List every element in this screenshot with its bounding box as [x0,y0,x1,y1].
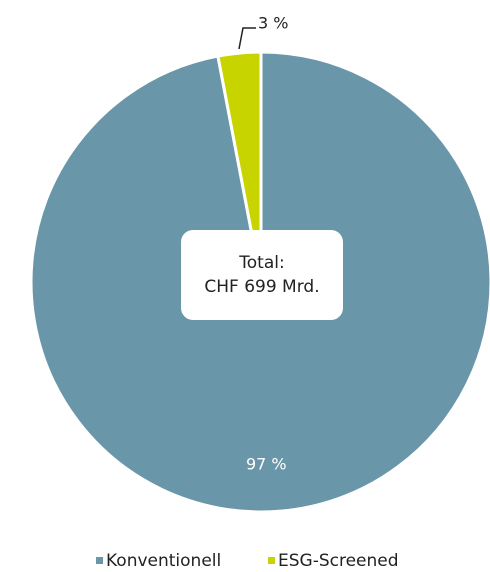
annotation-box [181,230,343,320]
legend-swatch [96,557,103,564]
data-label: 97 % [246,455,287,474]
legend-label: ESG-Screened [278,551,399,571]
legend-swatch [268,557,275,564]
annotation: Total: [238,253,284,273]
leader-line [238,27,256,50]
legend-label: Konventionell [106,551,221,571]
annotation: CHF 699 Mrd. [204,277,319,297]
slice [216,50,263,283]
data-label: 3 % [258,14,288,33]
